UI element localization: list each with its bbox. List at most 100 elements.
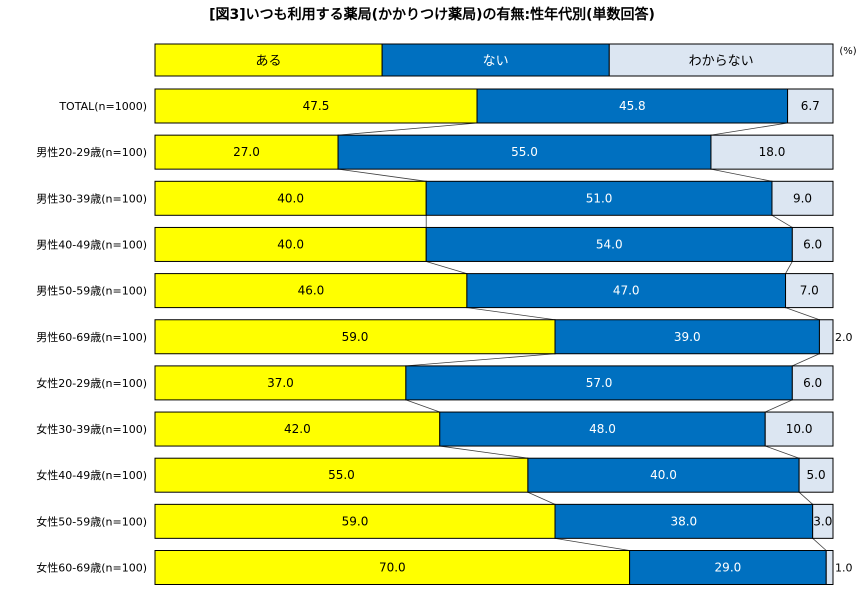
category-label: 女性30-39歳(n=100) bbox=[36, 422, 147, 436]
data-label: 46.0 bbox=[298, 284, 325, 298]
series-line bbox=[405, 399, 440, 413]
category-label: 男性20-29歳(n=100) bbox=[36, 145, 147, 159]
data-label: 42.0 bbox=[284, 422, 311, 436]
bar-segment bbox=[425, 226, 793, 262]
series-line bbox=[439, 445, 528, 459]
data-label: 3.0 bbox=[813, 514, 832, 528]
series-line bbox=[785, 261, 793, 274]
bar-segment bbox=[154, 550, 631, 585]
series-line bbox=[798, 491, 813, 505]
series-line bbox=[765, 399, 793, 413]
data-label: 48.0 bbox=[589, 422, 616, 436]
series-line bbox=[771, 214, 793, 228]
bar-segment bbox=[771, 180, 834, 216]
bar-segment bbox=[466, 273, 787, 309]
data-label: 47.5 bbox=[303, 99, 330, 113]
bar-segment bbox=[439, 411, 766, 447]
bar-segment bbox=[154, 226, 427, 262]
bar-segment bbox=[154, 365, 407, 401]
legend-label-3: わからない bbox=[689, 54, 754, 69]
series-line bbox=[792, 353, 820, 367]
series-line bbox=[710, 122, 788, 136]
series-line bbox=[466, 307, 556, 321]
bar-segment bbox=[798, 457, 834, 493]
category-labels: TOTAL(n=1000) 男性20-29歳(n=100) 男性30-39歳(n=1… bbox=[36, 100, 147, 575]
bar-segment bbox=[337, 134, 712, 170]
bar-segment bbox=[154, 503, 556, 539]
bar-segment bbox=[785, 273, 834, 309]
bar-segment bbox=[825, 550, 834, 585]
bars: 47.5 45.8 6.7 27.0 55.0 18.0 40.0 51.0 9.0 40.0 54… bbox=[154, 88, 853, 585]
legend-swatch-2 bbox=[381, 43, 610, 77]
bar-segment bbox=[425, 180, 773, 216]
data-label: 29.0 bbox=[715, 561, 742, 575]
bar-segment bbox=[405, 365, 793, 401]
bar-segment bbox=[154, 319, 556, 355]
data-label: 40.0 bbox=[277, 237, 304, 251]
data-label: 55.0 bbox=[511, 145, 538, 159]
series-line bbox=[527, 491, 556, 505]
bar-segment bbox=[787, 88, 834, 124]
bar-segment bbox=[791, 365, 834, 401]
series-line bbox=[426, 261, 467, 274]
data-label: 59.0 bbox=[342, 330, 369, 344]
data-label: 57.0 bbox=[586, 376, 613, 390]
data-label: 47.0 bbox=[613, 284, 640, 298]
legend-swatch-1 bbox=[154, 43, 383, 77]
data-label: 51.0 bbox=[586, 191, 613, 205]
data-label: 5.0 bbox=[807, 468, 826, 482]
data-label: 2.0 bbox=[835, 331, 853, 344]
bar-segment bbox=[554, 503, 814, 539]
bar-segment bbox=[554, 319, 820, 355]
data-label: 70.0 bbox=[379, 561, 406, 575]
legend-label-2: ない bbox=[483, 54, 509, 69]
category-label: 女性20-29歳(n=100) bbox=[36, 376, 147, 390]
bar-segment bbox=[812, 503, 834, 539]
unit-label: (%) bbox=[839, 46, 856, 57]
data-label: 27.0 bbox=[233, 145, 260, 159]
series-line bbox=[405, 353, 556, 367]
category-label: 男性40-49歳(n=100) bbox=[36, 237, 147, 251]
series-line bbox=[785, 307, 820, 321]
data-label: 40.0 bbox=[277, 191, 304, 205]
data-label: 54.0 bbox=[596, 237, 623, 251]
legend-swatch-3 bbox=[608, 43, 834, 77]
data-label: 18.0 bbox=[759, 145, 786, 159]
category-label: 女性60-69歳(n=100) bbox=[36, 561, 147, 575]
data-label: 10.0 bbox=[786, 422, 813, 436]
legend: ある ない わからない bbox=[154, 43, 834, 77]
bar-segment bbox=[764, 411, 834, 447]
data-label: 6.7 bbox=[801, 99, 820, 113]
category-label: TOTAL(n=1000) bbox=[58, 100, 147, 113]
category-label: 女性50-59歳(n=100) bbox=[36, 514, 147, 528]
bar-segment bbox=[791, 226, 834, 262]
series-lines bbox=[338, 122, 827, 551]
series-line bbox=[812, 538, 827, 551]
data-label: 59.0 bbox=[342, 514, 369, 528]
series-line bbox=[338, 168, 427, 182]
series-line bbox=[765, 445, 800, 459]
data-label: 37.0 bbox=[267, 376, 294, 390]
data-label: 38.0 bbox=[670, 514, 697, 528]
data-label: 40.0 bbox=[650, 468, 677, 482]
data-label: 6.0 bbox=[803, 237, 822, 251]
series-line bbox=[554, 537, 630, 551]
bar-segment bbox=[154, 273, 468, 309]
legend-label-1: ある bbox=[256, 54, 282, 69]
chart-title: [図3]いつも利用する薬局(かかりつけ薬局)の有無:性年代別(単数回答) bbox=[209, 6, 655, 23]
data-label: 9.0 bbox=[793, 191, 812, 205]
data-label: 45.8 bbox=[619, 99, 646, 113]
data-label: 6.0 bbox=[803, 376, 822, 390]
data-label: 55.0 bbox=[328, 468, 355, 482]
data-label: 39.0 bbox=[674, 330, 701, 344]
bar-segment bbox=[818, 319, 834, 355]
data-label: 1.0 bbox=[835, 562, 853, 575]
bar-segment bbox=[154, 457, 529, 493]
category-label: 男性60-69歳(n=100) bbox=[36, 330, 147, 344]
data-label: 7.0 bbox=[800, 284, 819, 298]
bar-segment bbox=[710, 134, 834, 170]
series-line bbox=[710, 168, 773, 182]
category-label: 女性40-49歳(n=100) bbox=[36, 468, 147, 482]
category-label: 男性50-59歳(n=100) bbox=[36, 284, 147, 298]
